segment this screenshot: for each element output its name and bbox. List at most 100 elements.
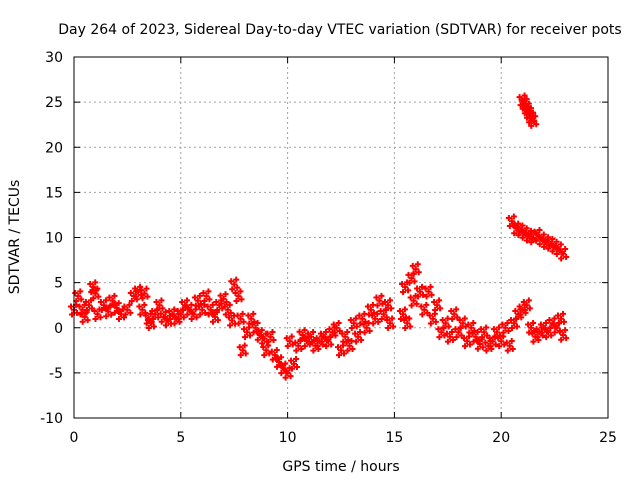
data-points [68,92,570,381]
point-marker [548,332,555,339]
point-marker [223,299,230,306]
point-marker [100,302,107,309]
data-point [288,356,301,372]
point-marker [226,301,233,308]
point-marker [544,237,551,244]
data-point [527,113,540,129]
point-marker [533,326,540,333]
point-marker [556,320,563,327]
point-marker [375,318,382,325]
data-point [347,315,360,332]
point-marker [141,301,148,308]
point-marker [558,255,565,262]
point-marker [333,324,340,331]
point-marker [540,235,547,242]
point-marker [550,321,557,328]
point-marker [306,338,313,345]
point-marker [374,302,381,309]
data-point [236,342,249,359]
point-marker [343,339,350,346]
point-marker [258,332,265,339]
point-marker [514,224,521,231]
x-tick-label: 5 [176,430,185,446]
point-marker [158,297,165,304]
point-marker [287,373,294,380]
point-marker [224,306,231,313]
point-marker [142,312,149,319]
point-marker [426,312,433,319]
point-marker [412,266,419,273]
data-point [555,310,568,327]
data-point [557,327,570,343]
point-marker [461,315,468,322]
point-marker [115,316,122,323]
data-point [360,319,373,336]
point-marker [91,308,98,315]
point-marker [457,325,464,332]
data-point [381,297,394,313]
point-marker [514,323,521,330]
point-marker [399,280,406,287]
point-marker [240,318,247,325]
point-marker [413,300,420,307]
point-marker [283,335,290,342]
point-marker [526,119,533,126]
point-marker [286,338,293,345]
point-marker [138,287,145,294]
point-marker [145,325,152,332]
point-marker [278,370,285,377]
point-marker [229,286,236,293]
point-marker [409,262,416,269]
point-marker [560,250,567,257]
point-marker [68,303,74,310]
point-marker [141,290,148,297]
data-point [121,301,134,318]
point-marker [352,330,359,337]
point-marker [253,328,260,335]
point-marker [451,311,458,318]
point-marker [331,329,338,336]
point-marker [442,320,449,327]
point-marker [402,325,409,332]
point-marker [238,296,245,303]
data-point [102,303,115,320]
point-marker [406,315,413,322]
point-marker [529,330,536,337]
point-marker [335,344,341,351]
point-marker [207,306,214,313]
point-marker [282,360,289,367]
point-marker [555,312,562,319]
point-marker [508,218,515,225]
point-marker [526,329,533,336]
point-marker [155,314,162,321]
data-point [91,306,104,323]
point-marker [437,305,444,312]
point-marker [516,303,523,310]
point-marker [372,315,379,322]
x-axis: 0 5 10 15 20 25 [70,57,617,446]
point-marker [526,305,533,312]
point-marker [491,334,498,341]
point-marker [542,326,549,333]
point-marker [78,310,85,317]
point-marker [401,306,408,313]
point-marker [261,352,268,359]
point-marker [465,321,472,328]
point-marker [156,302,163,309]
point-marker [519,234,526,241]
point-marker [75,293,82,300]
point-marker [382,306,389,313]
point-marker [522,106,529,113]
point-marker [557,247,564,254]
point-marker [171,306,178,313]
point-marker [323,343,330,350]
point-marker [234,312,241,319]
point-marker [495,324,502,331]
point-marker [425,288,432,295]
point-marker [133,293,140,300]
point-marker [108,311,115,318]
x-tick-label: 20 [492,430,510,446]
point-marker [242,350,249,357]
point-marker [479,344,486,351]
